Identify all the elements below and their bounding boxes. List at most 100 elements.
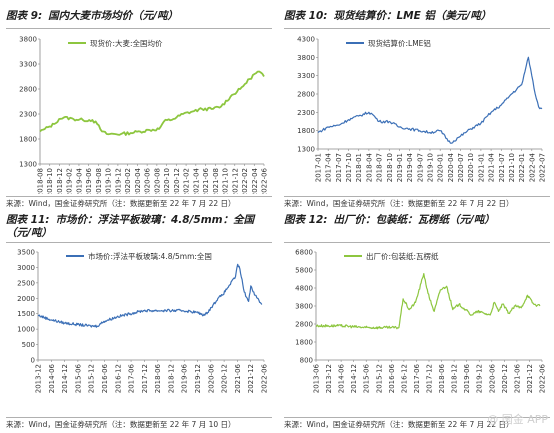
- x-tick-label: 2014-06: [48, 363, 56, 393]
- x-tick-label: 2021-12: [231, 168, 239, 194]
- x-tick-label: 2018-12: [56, 168, 64, 194]
- y-tick-label: 2300: [19, 111, 37, 119]
- x-tick-label: 2020-06: [144, 167, 152, 194]
- y-tick-label: 3800: [297, 54, 315, 62]
- x-tick-label: 2021-06: [202, 167, 210, 194]
- x-tick-label: 2018-08: [37, 168, 45, 194]
- y-tick-label: 1300: [297, 146, 315, 154]
- y-tick-label: 1800: [297, 127, 315, 135]
- x-tick-label: 2014-06: [338, 363, 346, 393]
- x-tick-label: 2021-07: [498, 153, 506, 182]
- y-tick-label: 0: [31, 357, 35, 365]
- x-tick-label: 2019-08: [95, 168, 103, 194]
- y-tick-label: 3800: [295, 303, 313, 311]
- x-tick-label: 2022-04: [528, 152, 536, 182]
- x-tick-label: 2021-10: [222, 168, 230, 194]
- x-tick-label: 2019-06: [85, 167, 93, 194]
- x-tick-label: 2019-12: [476, 364, 484, 393]
- x-tick-label: 2020-02: [124, 168, 132, 194]
- x-tick-label: 2018-10: [386, 153, 394, 182]
- x-tick-label: 2013-12: [325, 364, 333, 393]
- chart-9-title: 图表 9: 国内大麦市场均价（元/吨）: [6, 10, 179, 22]
- legend-label: 市场价:浮法平板玻璃:4.8/5mm:全国: [88, 251, 212, 261]
- x-tick-label: 2019-07: [416, 153, 424, 182]
- chart-11-plot: 0 500 1000 1500 2000 2500 3000 3500 2013-12 2014-…: [17, 249, 269, 394]
- series-line: [315, 273, 541, 330]
- x-tick-label: 2019-12: [194, 364, 202, 393]
- legend-label: 出厂价:包装纸:瓦楞纸: [366, 251, 439, 261]
- x-tick-label: 2018-06: [154, 363, 162, 393]
- panel-chart-10: 图表 10: 现货结算价：LME 铝（美元/吨） 1300 1800 2300 2800…: [284, 4, 550, 210]
- x-tick-label: 2021-06: [234, 363, 242, 393]
- legend-label: 现货结算价:LME铝: [368, 38, 431, 48]
- x-tick-label: 2021-10: [508, 153, 516, 182]
- y-tick-label: 5800: [295, 267, 313, 275]
- x-tick-label: 2017-06: [413, 363, 421, 393]
- y-tick-label: 2000: [17, 295, 35, 303]
- x-tick-label: 2015-06: [363, 363, 371, 393]
- x-tick-label: 2014-12: [350, 364, 358, 393]
- x-tick-label: 2020-01: [437, 153, 445, 182]
- x-tick-label: 2021-08: [212, 168, 220, 194]
- x-tick-label: 2017-07: [335, 153, 343, 182]
- x-tick-label: 2017-10: [345, 153, 353, 182]
- x-tick-label: 2017-01: [315, 153, 323, 182]
- x-tick-label: 2016-06: [101, 363, 109, 393]
- x-tick-label: 2019-02: [66, 168, 74, 194]
- x-tick-label: 2019-12: [114, 168, 122, 194]
- x-tick-label: 2021-12: [247, 364, 255, 393]
- y-tick-label: 3300: [19, 61, 37, 69]
- x-tick-label: 2016-12: [114, 364, 122, 393]
- panel-chart-12: 图表 12: 出厂价：包装纸：瓦楞纸（元/吨） 800 1800 2800 3800 48…: [284, 212, 550, 430]
- x-tick-label: 2021-04: [192, 167, 200, 194]
- x-tick-label: 2022-07: [539, 153, 547, 182]
- x-tick-label: 2020-06: [488, 363, 496, 393]
- x-tick-label: 2022-06: [261, 363, 269, 393]
- y-tick-label: 1300: [19, 161, 37, 169]
- x-tick-label: 2015-12: [88, 364, 96, 393]
- series-line: [317, 56, 543, 144]
- series-line: [39, 70, 265, 136]
- x-tick-label: 2020-12: [501, 364, 509, 393]
- chart-10-source: 来源：Wind，国金证券研究所（注：数据更新至 22 年 7 月 22 日）: [284, 199, 514, 208]
- chart-12-source: 来源：Wind，国金证券研究所（注：数据更新至 22 年 7 月 22 日）: [284, 420, 514, 429]
- y-tick-label: 2800: [297, 91, 315, 99]
- x-tick-label: 2021-06: [513, 363, 521, 393]
- y-tick-label: 500: [22, 341, 35, 349]
- x-tick-label: 2015-12: [375, 364, 383, 393]
- x-tick-label: 2020-07: [457, 153, 465, 182]
- x-tick-label: 2020-10: [467, 153, 475, 182]
- x-tick-label: 2019-10: [105, 168, 113, 194]
- x-tick-label: 2022-04: [251, 167, 259, 194]
- y-tick-label: 1500: [17, 310, 35, 318]
- x-tick-label: 2019-04: [75, 167, 83, 194]
- panel-chart-9: 图表 9: 国内大麦市场均价（元/吨） 1300 1800 2300 2800 3300 3…: [6, 4, 272, 210]
- y-tick-label: 2500: [17, 279, 35, 287]
- panel-chart-11: 图表 11: 市场价：浮法平板玻璃：4.8/5mm：全国（元/吨） 0 500 100…: [6, 212, 272, 430]
- chart-11-title: 图表 11: 市场价：浮法平板玻璃：4.8/5mm：全国（元/吨）: [6, 214, 255, 239]
- y-tick-label: 3800: [19, 36, 37, 44]
- y-tick-label: 4800: [295, 285, 313, 293]
- x-tick-label: 2022-06: [539, 363, 547, 393]
- series-line: [37, 263, 263, 328]
- legend-label: 现货价:大麦:全国均价: [90, 38, 163, 48]
- y-tick-label: 3300: [297, 72, 315, 80]
- y-tick-label: 1000: [17, 326, 35, 334]
- x-tick-label: 2022-01: [518, 153, 526, 182]
- y-tick-label: 6800: [295, 249, 313, 257]
- x-tick-label: 2022-02: [241, 168, 249, 194]
- x-tick-label: 2017-06: [128, 363, 136, 393]
- x-tick-label: 2018-07: [376, 153, 384, 182]
- x-tick-label: 2022-06: [261, 167, 269, 194]
- x-tick-label: 2018-12: [451, 364, 459, 393]
- x-tick-label: 2014-12: [61, 364, 69, 393]
- x-tick-label: 2020-12: [221, 364, 229, 393]
- x-tick-label: 2017-12: [141, 364, 149, 393]
- x-tick-label: 2013-12: [35, 364, 43, 393]
- x-tick-label: 2019-04: [406, 152, 414, 182]
- x-tick-label: 2020-04: [134, 167, 142, 194]
- x-tick-label: 2020-12: [173, 168, 181, 194]
- x-tick-label: 2019-06: [181, 363, 189, 393]
- y-tick-label: 2300: [297, 109, 315, 117]
